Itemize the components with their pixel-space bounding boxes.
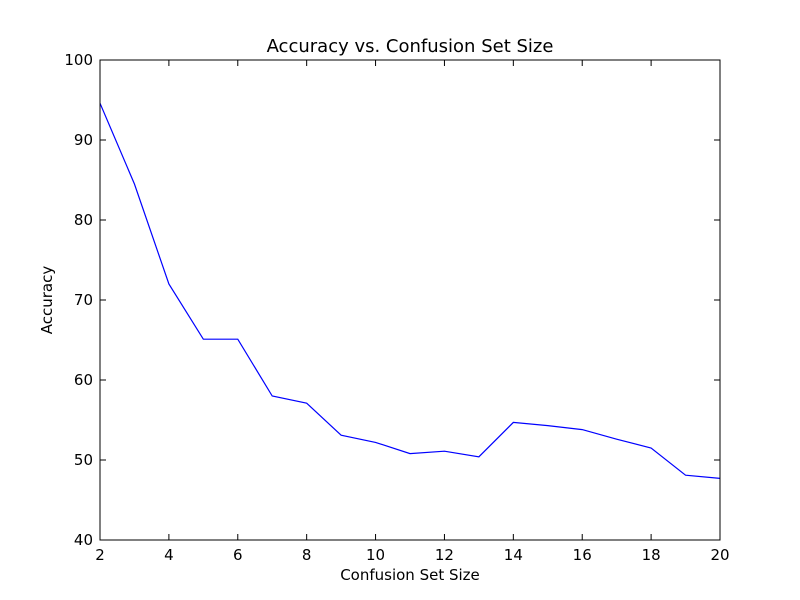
x-axis-label: Confusion Set Size: [340, 566, 480, 584]
y-tick-label: 60: [74, 371, 93, 389]
x-tick-label: 18: [642, 546, 661, 564]
y-tick-label: 40: [74, 531, 93, 549]
y-tick-label: 100: [64, 51, 93, 69]
x-tick-label: 4: [164, 546, 174, 564]
y-tick-label: 70: [74, 291, 93, 309]
x-tick-label: 6: [233, 546, 243, 564]
series-layer: [99, 102, 721, 479]
x-tick-label: 16: [573, 546, 592, 564]
plot-area: [100, 60, 720, 540]
y-axis-label: Accuracy: [38, 266, 56, 335]
series-line: [99, 102, 721, 479]
y-tick-label: 50: [74, 451, 93, 469]
plot-frame: [99, 59, 721, 541]
x-tick-label: 2: [95, 546, 105, 564]
x-tick-label: 14: [504, 546, 523, 564]
x-tick-label: 12: [435, 546, 454, 564]
y-tick-label: 80: [74, 211, 93, 229]
y-tick-label: 90: [74, 131, 93, 149]
x-tick-label: 8: [302, 546, 312, 564]
x-tick-label: 10: [366, 546, 385, 564]
tick-layer: 2 4 6 8 10 12 14 16 18 20 40 50 60 70 80 90 100: [64, 51, 729, 564]
chart-title: Accuracy vs. Confusion Set Size: [267, 36, 554, 57]
x-tick-label: 20: [710, 546, 729, 564]
